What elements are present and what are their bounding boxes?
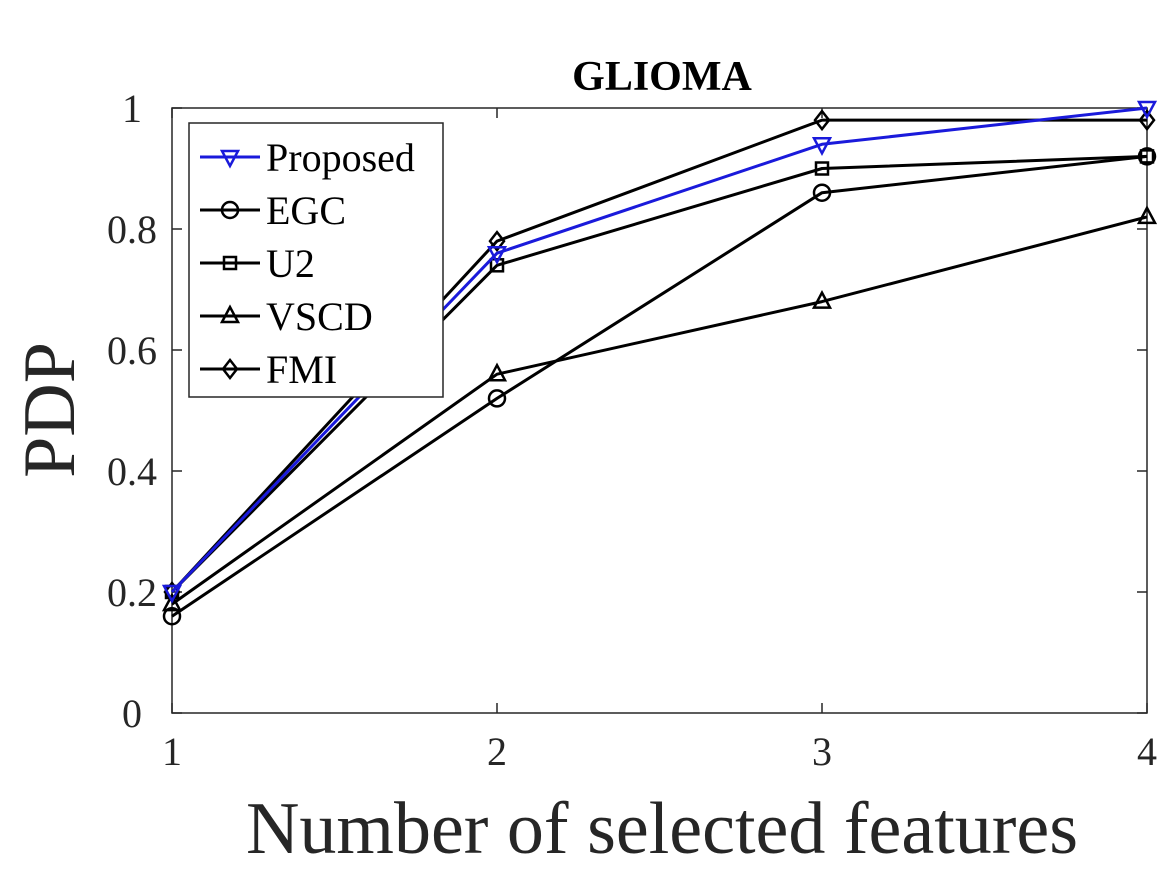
data-point [811, 289, 833, 309]
series-vscd [161, 205, 1158, 612]
data-point [1136, 100, 1158, 120]
series-egc [162, 147, 1157, 626]
legend-marker [219, 149, 241, 169]
series-line [171, 154, 1148, 618]
legend-item-egc: EGC [200, 188, 346, 233]
data-point [814, 161, 830, 176]
data-point [812, 183, 832, 202]
series-proposed [161, 100, 1158, 604]
data-point [488, 230, 506, 253]
legend-label: U2 [266, 241, 315, 286]
legend-label: EGC [266, 188, 346, 233]
legend-marker [220, 200, 240, 220]
legend-item-proposed: Proposed [200, 135, 415, 180]
data-point [162, 606, 182, 626]
data-point [1139, 149, 1155, 164]
legend-label: VSCD [266, 294, 373, 339]
legend-item-vscd: VSCD [200, 294, 373, 339]
legend-marker [222, 255, 238, 271]
legend-label: Proposed [266, 135, 415, 180]
y-tick-label: 0.6 [107, 328, 157, 373]
x-axis-label: Number of selected features [246, 788, 1078, 870]
data-point [486, 362, 508, 382]
y-axis-label: PDP [9, 342, 91, 478]
data-point [487, 389, 507, 408]
axis-ticks: 1 2 3 4 0 0.2 0.4 0.6 0.8 1 [107, 86, 1157, 774]
x-tick-label: 2 [487, 729, 507, 774]
series-line [170, 106, 1148, 594]
legend-marker [221, 357, 239, 381]
x-tick-label: 1 [162, 729, 182, 774]
data-point [1136, 205, 1158, 225]
x-tick-label: 4 [1137, 729, 1157, 774]
legend-label: FMI [266, 347, 337, 392]
data-point [813, 109, 831, 132]
series-line [171, 215, 1148, 606]
legend-marker [219, 304, 241, 324]
legend: Proposed EGC U2 VSCD FMI [188, 122, 444, 398]
chart-title: GLIOMA [572, 54, 752, 100]
data-point [489, 258, 505, 273]
series-line [170, 118, 1147, 594]
x-tick-label: 3 [812, 729, 832, 774]
data-point [161, 592, 183, 612]
data-point [161, 584, 183, 604]
data-point [486, 245, 508, 265]
series-line [170, 154, 1148, 594]
data-point [1138, 109, 1156, 132]
y-tick-label: 1 [122, 86, 142, 131]
y-tick-label: 0.2 [107, 570, 157, 615]
legend-item-u2: U2 [200, 241, 315, 286]
legend-item-fmi: FMI [200, 347, 337, 392]
data-point [811, 137, 833, 156]
legend-box [188, 122, 444, 398]
series-layer [161, 100, 1158, 626]
y-tick-label: 0.4 [107, 449, 157, 494]
y-tick-label: 0.8 [107, 207, 157, 252]
y-tick-label: 0 [122, 691, 142, 736]
